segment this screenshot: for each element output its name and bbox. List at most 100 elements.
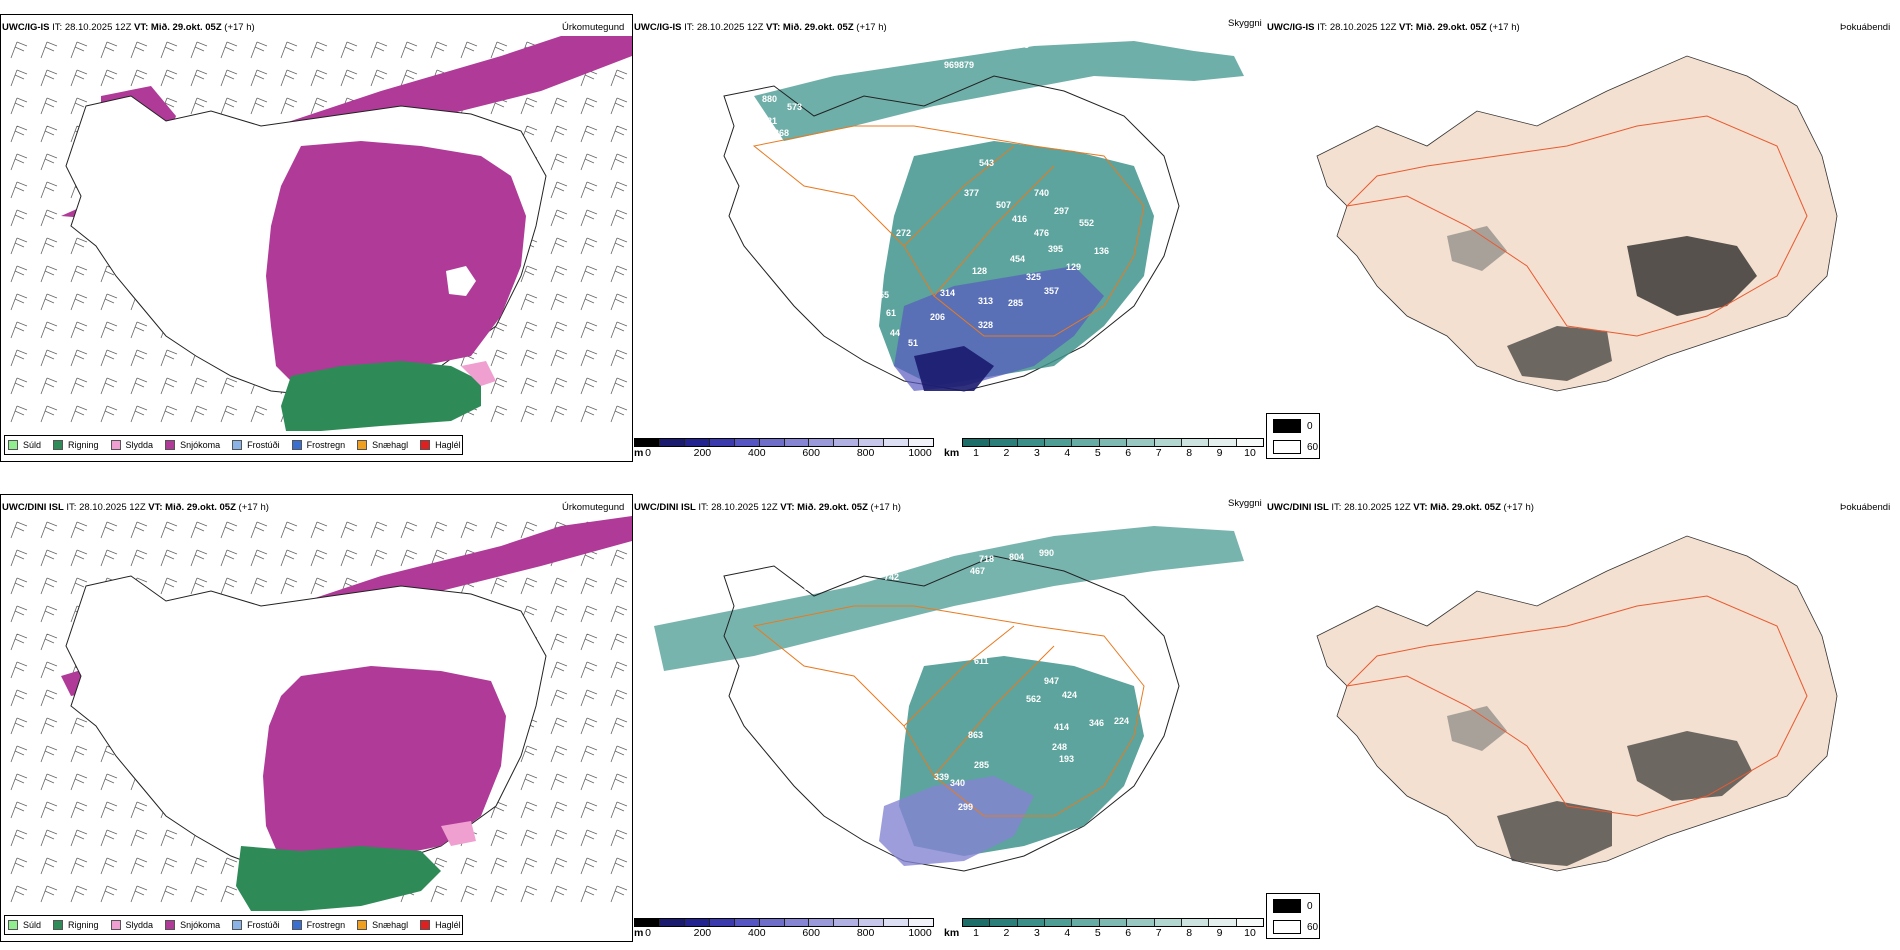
road-sprengisandur [933, 645, 1055, 777]
wind-barb [10, 773, 28, 791]
legend-label: Haglél [435, 920, 461, 930]
wind-barb [100, 69, 118, 87]
wind-barb [550, 97, 568, 115]
valid-time: Mið. 29.okt. 05Z [1415, 22, 1487, 33]
cloud-base-value: 314 [940, 288, 955, 298]
valid-time: Mið. 29.okt. 05Z [782, 22, 854, 33]
wind-barb [310, 69, 328, 87]
cloud-base-colorbar-1: m 0 200 400 600 800 1000 [634, 438, 934, 460]
legend-label: Snæhagl [372, 920, 409, 930]
wind-barb [580, 349, 598, 367]
wind-barb [10, 321, 28, 339]
visibility-title: Skyggni [1228, 498, 1262, 509]
wind-barb [70, 97, 88, 115]
lead-time: (+17 h) [1489, 22, 1520, 33]
wind-barb [100, 829, 118, 847]
cloud-base-value: 297 [1054, 206, 1069, 216]
fog-legend-2: 0 60 [1266, 893, 1320, 939]
legend-label: Snjókoma [180, 440, 221, 450]
wind-barb [160, 521, 178, 539]
wind-barb [550, 321, 568, 339]
cloud-base-value: 552 [1079, 218, 1094, 228]
colorbar-cell [1209, 439, 1237, 446]
colorbar-cell [834, 439, 860, 446]
colorbar-cell [1017, 919, 1046, 926]
wind-barb [550, 265, 568, 283]
init-time-label: IT: [52, 22, 63, 33]
wind-barb [100, 773, 118, 791]
wind-barb [610, 293, 628, 311]
wind-barb [40, 605, 58, 623]
cloud-base-value: 467 [970, 566, 985, 576]
init-time-label: IT: [1331, 502, 1342, 513]
sleet-south [461, 361, 496, 386]
cloud-base-value: 990 [1039, 548, 1054, 558]
fog-legend-1: 0 60 [1266, 413, 1320, 459]
cloud-base-value: 507 [996, 200, 1011, 210]
wind-barb [610, 633, 628, 651]
wind-barb [40, 801, 58, 819]
legend-swatch [165, 920, 176, 930]
wind-barb [130, 801, 148, 819]
wind-barb [550, 153, 568, 171]
legend-item: Súld [8, 440, 41, 450]
init-time: 28.10.2025 12Z [64, 22, 132, 33]
legend-label: Snæhagl [372, 440, 409, 450]
colorbar-cell [1236, 439, 1263, 446]
legend-item: Snæhagl [357, 440, 408, 450]
legend-swatch [110, 920, 121, 930]
colorbar-tick-label: 1000 [908, 447, 932, 459]
lead-time: (+17 h) [238, 502, 269, 513]
lead-time: (+17 h) [224, 22, 255, 33]
wind-barb [190, 885, 208, 903]
valid-time-label: VT: [1399, 22, 1414, 33]
wind-barb [40, 521, 58, 539]
wind-barb [40, 125, 58, 143]
legend-item: Slydda [110, 440, 153, 450]
init-time-label: IT: [1317, 22, 1328, 33]
cloud-base-value: 484 [870, 782, 885, 792]
colorbar-cell [884, 919, 910, 926]
wind-barb [40, 717, 58, 735]
wind-barb [430, 41, 448, 59]
wind-barb [220, 69, 238, 87]
cloud-base-value: 210 [752, 68, 767, 78]
wind-barb [130, 41, 148, 59]
cloud-base-value: 416 [1012, 214, 1027, 224]
wind-barb [580, 857, 598, 875]
legend-swatch [8, 440, 18, 450]
wind-barb [70, 377, 88, 395]
wind-barb [310, 549, 328, 567]
colorbar-tick-label: 4 [1064, 447, 1071, 459]
very-low-cloud-south [914, 346, 994, 391]
wind-barb [160, 349, 178, 367]
cloud-base-value: 414 [1054, 722, 1069, 732]
wind-barb [550, 377, 568, 395]
wind-barb [250, 521, 268, 539]
wind-barb [10, 377, 28, 395]
wind-barb [130, 885, 148, 903]
visibility-title: Skyggni [1228, 18, 1262, 29]
init-time: 28.10.2025 12Z [1329, 22, 1397, 33]
wind-barb [10, 577, 28, 595]
colorbar-cell [734, 919, 760, 926]
precip-legend-1: Súld Rigning Slydda Snjókoma Frostúði Fr… [4, 435, 463, 455]
valid-time-label: VT: [148, 502, 163, 513]
wind-barb [520, 293, 538, 311]
cloud-base-colorbar-2: m 0 200 400 600 800 1000 [634, 918, 934, 940]
legend-label: Súld [23, 440, 42, 450]
wind-barb [550, 745, 568, 763]
wind-barb [70, 293, 88, 311]
teal-band-north [754, 41, 1244, 141]
wind-barb [160, 857, 178, 875]
wind-barb [520, 97, 538, 115]
colorbar-cell [1154, 439, 1182, 446]
wind-barb [580, 661, 598, 679]
model-name: UWC/DINI ISL [634, 502, 696, 513]
wind-barb [310, 521, 328, 539]
wind-barb [610, 801, 628, 819]
wind-barb [460, 41, 478, 59]
wind-barb [190, 405, 208, 423]
wind-barb [580, 717, 598, 735]
legend-swatch [110, 440, 121, 450]
